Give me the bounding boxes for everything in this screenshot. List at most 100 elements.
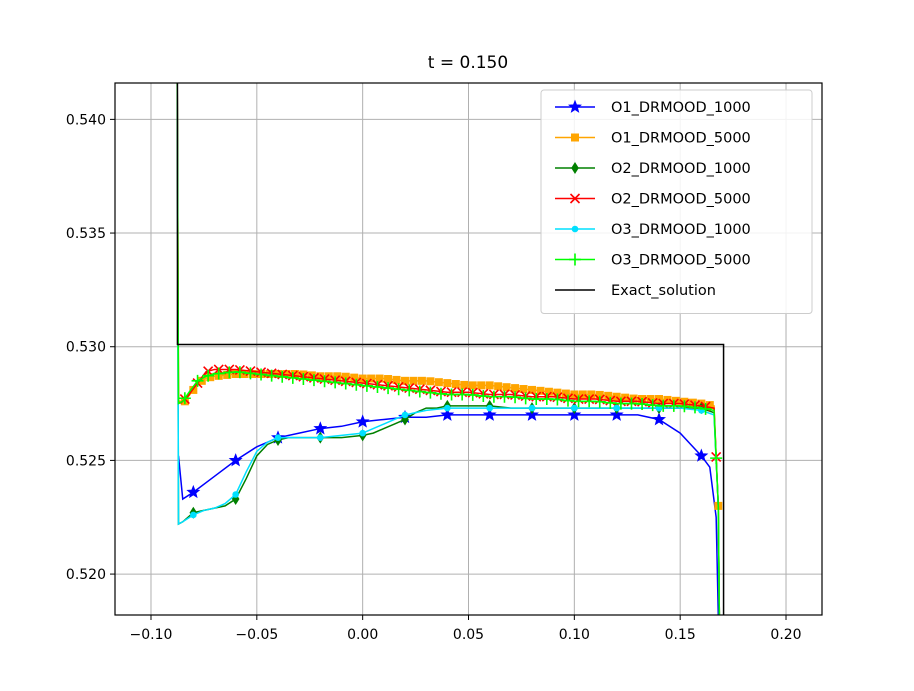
legend-label-o1-drmood-1000: O1_DRMOOD_1000: [611, 100, 751, 116]
data-point-o1-drmood-5000: [434, 378, 443, 387]
data-point-o3-drmood-5000: [223, 366, 236, 379]
data-point-o1-drmood-5000: [595, 390, 604, 399]
data-point-o3-drmood-5000: [667, 399, 680, 412]
data-point-o3-drmood-5000: [551, 393, 564, 406]
data-point-o3-drmood-5000: [339, 377, 352, 390]
data-point-o1-drmood-5000: [443, 379, 452, 388]
data-point-o3-drmood-5000: [710, 452, 723, 465]
data-point-o1-drmood-1000: [694, 448, 709, 462]
data-point-o1-drmood-1000: [186, 484, 201, 499]
data-point-o1-drmood-5000: [223, 370, 232, 379]
data-point-o3-drmood-5000: [413, 385, 426, 398]
data-point-o3-drmood-5000: [688, 401, 701, 414]
x-tick-label: −0.10: [130, 627, 173, 643]
legend-label-o2-drmood-5000: O2_DRMOOD_5000: [611, 192, 751, 208]
x-tick-label: 0.05: [453, 627, 484, 643]
data-point-o3-drmood-5000: [604, 396, 617, 409]
data-point-o3-drmood-1000: [232, 491, 239, 498]
data-point-o1-drmood-5000: [350, 373, 359, 382]
x-tick-label: 0.00: [347, 627, 378, 643]
data-point-o3-drmood-5000: [657, 399, 670, 412]
data-point-o3-drmood-5000: [297, 373, 310, 386]
data-point-o3-drmood-1000: [317, 434, 324, 441]
data-point-o1-drmood-5000: [375, 374, 384, 383]
data-point-o3-drmood-5000: [360, 379, 373, 392]
data-point-o3-drmood-5000: [699, 402, 712, 415]
y-tick-label: 0.540: [66, 112, 106, 128]
data-point-o3-drmood-5000: [636, 398, 649, 411]
y-tick-label: 0.520: [66, 567, 106, 583]
legend-label-o2-drmood-1000: O2_DRMOOD_1000: [611, 161, 751, 177]
series-line-exact-solution: [176, 83, 725, 615]
data-point-o3-drmood-5000: [382, 382, 395, 395]
data-point-o1-drmood-5000: [409, 376, 418, 385]
data-point-o1-drmood-5000: [282, 370, 291, 379]
data-point-o1-drmood-5000: [384, 375, 393, 384]
data-point-o1-drmood-5000: [451, 380, 460, 389]
data-point-o3-drmood-5000: [244, 367, 257, 380]
data-point-o3-drmood-5000: [307, 374, 320, 387]
data-point-o1-drmood-5000: [485, 381, 494, 390]
data-point-o1-drmood-5000: [341, 372, 350, 381]
data-point-o1-drmood-5000: [324, 372, 333, 381]
data-point-o3-drmood-5000: [202, 369, 215, 382]
data-point-o1-drmood-1000: [652, 412, 666, 426]
x-tick-label: 0.20: [770, 627, 801, 643]
data-point-o1-drmood-5000: [494, 382, 503, 391]
data-point-o3-drmood-5000: [276, 370, 289, 383]
axis-ticks: −0.10 −0.05 0.00 0.05 0.10 0.15 0.20 0.520 0.525…: [66, 112, 802, 643]
data-point-o3-drmood-5000: [614, 397, 627, 410]
data-point-o3-drmood-5000: [178, 392, 191, 405]
data-point-o1-drmood-5000: [519, 385, 528, 394]
legend-marker-o3-drmood-1000: [571, 225, 579, 233]
legend-marker-o1-drmood-5000: [571, 133, 579, 142]
data-point-o3-drmood-5000: [265, 369, 278, 382]
legend-box: [540, 89, 813, 314]
data-point-o3-drmood-5000: [371, 380, 384, 393]
data-point-o1-drmood-1000: [355, 414, 370, 428]
data-point-o3-drmood-5000: [530, 393, 543, 406]
data-point-o3-drmood-5000: [191, 374, 204, 387]
data-point-o1-drmood-5000: [316, 372, 325, 381]
data-point-o1-drmood-1000: [609, 407, 624, 421]
data-point-o3-drmood-5000: [593, 395, 606, 408]
data-point-o3-drmood-1000: [359, 429, 366, 437]
data-point-o1-drmood-5000: [646, 395, 655, 404]
data-point-o1-drmood-1000: [482, 407, 497, 421]
data-point-o3-drmood-1000: [274, 434, 282, 441]
data-point-o1-drmood-5000: [358, 374, 367, 383]
y-tick-label: 0.535: [66, 226, 106, 242]
legend-marker-o2-drmood-5000: [569, 193, 581, 204]
data-point-o1-drmood-5000: [587, 390, 596, 399]
data-point-o3-drmood-1000: [613, 404, 620, 412]
data-point-o1-drmood-5000: [553, 388, 562, 397]
data-point-o3-drmood-5000: [625, 397, 638, 410]
y-tick-label: 0.530: [66, 340, 106, 356]
series-layer: [176, 83, 725, 615]
data-point-o1-drmood-5000: [502, 383, 511, 392]
legend-label-exact-solution: Exact_solution: [611, 283, 716, 299]
data-point-o3-drmood-1000: [528, 404, 536, 412]
data-point-o1-drmood-5000: [333, 372, 342, 381]
data-point-o1-drmood-1000: [440, 407, 455, 421]
x-tick-label: 0.10: [559, 627, 590, 643]
data-point-o1-drmood-5000: [477, 381, 486, 390]
data-point-o3-drmood-1000: [401, 411, 409, 419]
data-point-o3-drmood-5000: [540, 393, 553, 406]
data-point-o1-drmood-5000: [460, 380, 469, 389]
x-tick-label: 0.15: [665, 627, 696, 643]
data-point-o3-drmood-5000: [434, 387, 447, 400]
data-point-o1-drmood-5000: [400, 376, 409, 385]
data-point-o3-drmood-5000: [456, 388, 469, 401]
data-point-o1-drmood-1000: [313, 421, 328, 435]
data-point-o3-drmood-1000: [444, 404, 451, 412]
data-point-o1-drmood-5000: [511, 384, 520, 393]
data-point-o3-drmood-5000: [403, 384, 416, 397]
data-point-o1-drmood-5000: [426, 377, 435, 386]
legend-marker-o1-drmood-1000: [568, 99, 582, 113]
data-point-o3-drmood-5000: [233, 366, 246, 379]
data-point-o3-drmood-5000: [286, 371, 299, 384]
data-point-o3-drmood-5000: [477, 390, 490, 403]
data-point-o1-drmood-5000: [544, 387, 553, 396]
